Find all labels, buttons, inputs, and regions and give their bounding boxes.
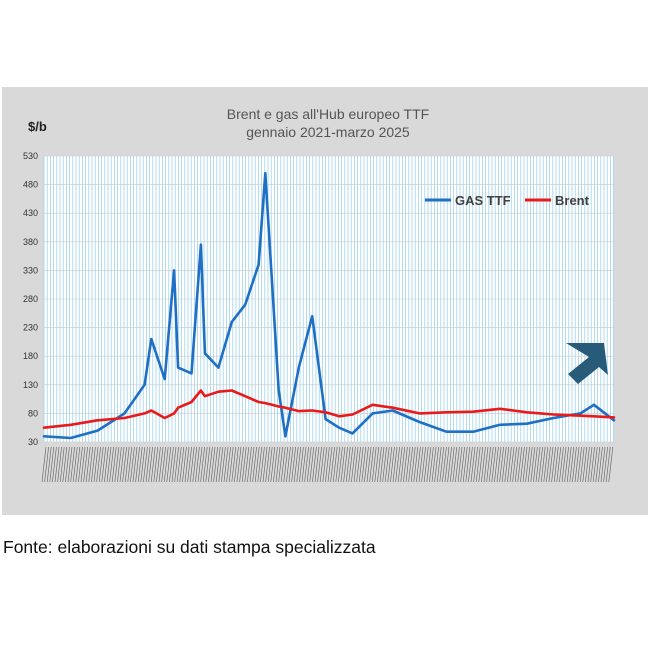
- series-line-gas-ttf: [42, 171, 616, 440]
- series-lines: [42, 171, 616, 440]
- y-tick-label: 330: [23, 265, 38, 275]
- y-axis-label: $/b: [28, 119, 47, 134]
- up-right-arrow-icon: [566, 343, 608, 384]
- y-tick-label: 180: [23, 351, 38, 361]
- y-tick-label: 280: [23, 294, 38, 304]
- y-tick-label: 430: [23, 208, 38, 218]
- legend: GAS TTF Brent: [425, 193, 590, 208]
- x-tick-labels: [41, 446, 614, 483]
- y-tick-label: 230: [23, 323, 38, 333]
- y-tick-label: 130: [23, 380, 38, 390]
- chart: Brent e gas all'Hub europeo TTF gennaio …: [23, 106, 616, 483]
- source-note: Fonte: elaborazioni su dati stampa speci…: [3, 537, 376, 557]
- y-tick-labels: 30 80 130 180 230 280 330 380 430 480 530: [23, 151, 38, 447]
- y-tick-label: 380: [23, 237, 38, 247]
- chart-subtitle: gennaio 2021-marzo 2025: [246, 124, 410, 140]
- legend-label-brent: Brent: [555, 193, 590, 208]
- chart-title: Brent e gas all'Hub europeo TTF: [227, 106, 429, 122]
- y-tick-label: 30: [28, 437, 38, 447]
- y-tick-label: 80: [28, 408, 38, 418]
- horizontal-gridlines: [44, 155, 614, 443]
- legend-label-gas-ttf: GAS TTF: [455, 193, 511, 208]
- chart-panel: Brent e gas all'Hub europeo TTF gennaio …: [2, 87, 648, 515]
- y-tick-label: 530: [23, 151, 38, 161]
- y-tick-label: 480: [23, 180, 38, 190]
- series-line-brent: [42, 389, 616, 430]
